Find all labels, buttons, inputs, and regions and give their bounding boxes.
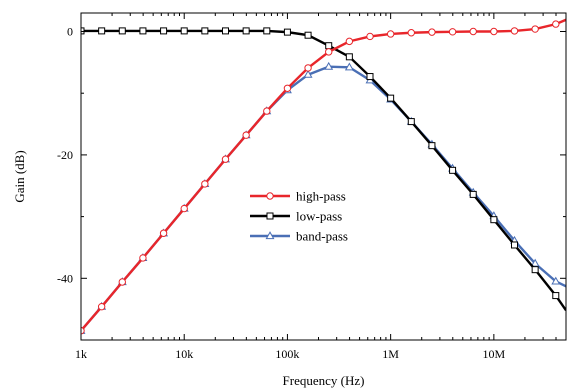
data-point-band-pass [324,61,334,70]
x-tick-label: 10M [483,347,506,361]
x-tick-label: 1k [75,347,87,361]
data-point-low-pass [366,73,374,81]
data-point-high-pass [221,155,230,163]
data-point-low-pass [98,27,106,35]
data-point-band-pass [344,62,354,71]
data-point-high-pass [407,29,415,37]
data-point-low-pass [428,142,436,150]
data-point-low-pass [139,27,147,35]
data-point-high-pass [510,27,519,35]
legend-label-band-pass: band-pass [296,229,348,244]
data-point-low-pass [490,216,498,224]
y-tick-label: -40 [57,271,73,285]
data-point-low-pass [160,27,168,35]
data-point-low-pass [387,94,395,102]
data-point-high-pass [139,254,147,262]
data-point-high-pass [469,27,477,36]
y-axis-label: Gain (dB) [12,150,27,202]
data-point-low-pass [201,27,209,35]
x-tick-label: 100k [275,347,299,361]
series-layer [81,18,566,335]
data-point-low-pass [304,31,312,39]
data-point-high-pass [448,28,457,36]
data-point-band-pass [530,258,540,267]
data-point-high-pass [159,229,168,237]
data-point-low-pass [469,190,477,198]
plot-frame [80,12,567,341]
data-point-band-pass [303,69,313,78]
y-tick-label: -20 [57,148,73,162]
data-point-high-pass [201,180,209,188]
data-point-high-pass [263,107,271,115]
data-point-low-pass [449,166,457,174]
x-tick-label: 1M [382,347,399,361]
series-line-high-pass [81,18,566,332]
legend-marker-low-pass [266,212,274,220]
data-point-low-pass [510,241,518,249]
legend-marker-band-pass [265,231,275,240]
y-tick-label: 0 [67,25,73,39]
legend-label-low-pass: low-pass [296,209,342,224]
data-point-low-pass [345,53,353,61]
data-point-high-pass [386,30,395,38]
data-point-low-pass [242,27,250,35]
data-point-low-pass [283,28,291,36]
data-point-high-pass [428,28,436,36]
legend: high-pass low-pass band-pass [250,189,348,244]
data-point-high-pass [552,20,560,28]
data-point-low-pass [325,42,333,50]
legend-label-high-pass: high-pass [296,189,346,204]
data-point-high-pass [490,27,498,36]
legend-item-band-pass: band-pass [250,229,348,244]
legend-item-high-pass: high-pass [250,189,346,204]
data-point-low-pass [263,27,271,35]
data-point-high-pass [531,25,539,33]
data-point-high-pass [366,32,374,41]
data-point-low-pass [118,27,126,35]
data-point-high-pass [242,131,250,139]
data-point-low-pass [180,27,188,35]
data-point-band-pass [551,276,561,285]
series-high-pass [81,18,566,335]
data-point-high-pass [304,64,312,72]
data-point-high-pass [180,204,188,213]
data-point-high-pass [118,278,126,286]
data-point-low-pass [531,266,539,274]
data-point-high-pass [97,302,106,311]
data-point-low-pass [407,118,415,126]
x-axis-label: Frequency (Hz) [283,373,365,388]
data-point-low-pass [552,292,560,300]
legend-item-low-pass: low-pass [250,209,342,224]
x-tick-label: 10k [175,347,193,361]
axes-layer: 1k 10k 100k 1M 10M 0 -20 -40 Frequency (Hz) Gain … [12,12,567,388]
legend-marker-high-pass [266,192,274,200]
data-point-high-pass [283,84,292,92]
data-point-low-pass [222,27,229,35]
data-point-high-pass [345,37,354,46]
data-point-low-pass [81,27,85,35]
series-low-pass [81,27,566,312]
plot-area [81,18,566,335]
data-point-high-pass [325,48,333,56]
series-line-low-pass [81,29,566,312]
